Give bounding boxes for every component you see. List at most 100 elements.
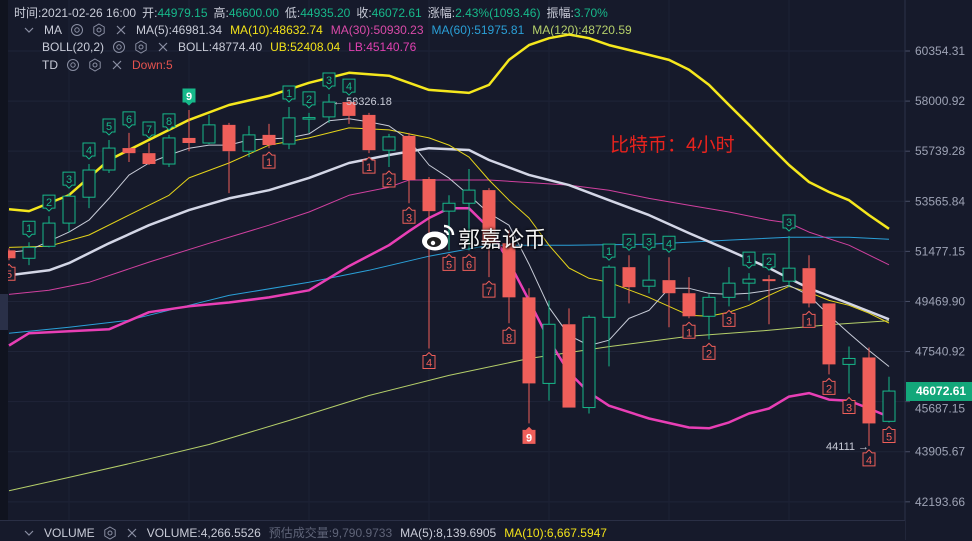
ma-value: MA(10):48632.74	[230, 23, 323, 37]
ma10-line	[8, 127, 890, 324]
td-count-marker	[642, 233, 656, 252]
candle-body-up	[842, 357, 856, 365]
candle-body-up	[742, 278, 756, 284]
current-price-badge: 46072.61	[906, 381, 972, 401]
candle-body-down	[422, 179, 436, 212]
low-annotation-arrow: →	[858, 441, 869, 453]
candle-body-down	[142, 153, 156, 165]
sidebar-expand-handle[interactable]	[0, 294, 8, 330]
candle-body-up	[22, 246, 36, 259]
settings-icon[interactable]	[134, 40, 148, 54]
candle-body-down	[622, 267, 636, 288]
y-tick-label: 60354.31	[915, 44, 965, 58]
low-label: 低:	[284, 6, 301, 20]
settings-icon[interactable]	[88, 58, 102, 72]
td-count-label: 3	[846, 402, 852, 414]
td-count-marker	[142, 121, 156, 139]
candle-body-up	[442, 202, 456, 212]
candle-body-up	[242, 134, 256, 152]
settings-icon[interactable]	[92, 23, 106, 37]
candle-body-down	[222, 124, 236, 152]
amplitude-label: 振幅:	[546, 6, 574, 20]
boll-name: BOLL(20,2)	[42, 40, 105, 54]
ma-value: MA(120):48720.59	[532, 23, 632, 37]
settings-icon[interactable]	[103, 525, 117, 540]
volume-ma5: MA(5):8,139.6905	[400, 525, 497, 540]
weibo-logo-icon	[422, 224, 455, 251]
change-value: 2.43%(1093.46)	[455, 5, 541, 20]
chevron-down-icon[interactable]	[22, 526, 36, 540]
close-icon[interactable]	[156, 40, 170, 54]
boll_lb-line	[8, 207, 890, 430]
candle-body-up	[582, 316, 596, 409]
td-count-label: 4	[866, 455, 872, 467]
td-count-marker	[342, 78, 356, 96]
candle-body-up	[602, 266, 616, 318]
td-count-marker	[382, 170, 396, 188]
candle-body-up	[282, 117, 296, 145]
close-icon[interactable]	[114, 23, 128, 37]
high-annotation-arrow: ←	[333, 96, 344, 108]
td-count-label: 3	[66, 174, 72, 186]
left-panel-edge	[0, 0, 8, 540]
boll-value: UB:52408.04	[270, 40, 341, 54]
td-count-label: 4	[426, 358, 432, 370]
visibility-eye-icon[interactable]	[112, 40, 126, 54]
td-count-label: 7	[146, 124, 152, 136]
td-count-marker	[422, 351, 436, 370]
open-label: 开:	[142, 6, 158, 20]
chevron-down-icon[interactable]	[22, 23, 36, 37]
low-annotation: 44111	[826, 441, 855, 453]
candle-body-up	[62, 195, 76, 224]
td-count-label: 6	[466, 259, 472, 271]
candle-body-down	[342, 102, 356, 116]
high-label: 高:	[213, 6, 229, 20]
candle-body-up	[882, 390, 896, 422]
td-count-label: 4	[666, 238, 672, 250]
visibility-eye-icon[interactable]	[70, 23, 84, 37]
candle-body-down	[562, 324, 576, 408]
candle-body-up	[322, 101, 336, 118]
time-value: 2021-02-26 16:00	[41, 5, 137, 20]
ma-value: MA(5):46981.34	[136, 23, 223, 37]
td-count-label: 5	[106, 121, 112, 133]
candle-body-down	[662, 280, 676, 294]
td-count-marker	[522, 426, 536, 444]
td-count-marker	[622, 233, 636, 252]
volume-value: VOLUME:4,266.5526	[146, 525, 261, 540]
candle-body-down	[502, 243, 516, 298]
td-count-marker	[462, 253, 476, 271]
ma-value: MA(30):50930.23	[330, 23, 424, 37]
td-count-label: 4	[346, 81, 352, 93]
ma-value: MA(60):51975.81	[431, 23, 525, 37]
candle-body-down	[522, 297, 536, 384]
td-count-label: 1	[746, 254, 752, 266]
visibility-eye-icon[interactable]	[66, 58, 80, 72]
y-tick-label: 47540.92	[915, 345, 965, 359]
td-count-marker	[662, 235, 676, 253]
td-count-label: 6	[126, 114, 132, 126]
y-tick-label: 53565.84	[915, 194, 965, 208]
td-count-label: 2	[306, 94, 312, 106]
ma120-line	[8, 320, 890, 492]
close-value: 46072.61	[371, 5, 422, 20]
candle-body-up	[42, 222, 56, 247]
td-count-label: 1	[606, 246, 612, 258]
close-icon[interactable]	[110, 58, 124, 72]
candle-body-up	[782, 267, 796, 282]
watermark: 郭嘉论币	[420, 222, 546, 254]
close-icon[interactable]	[125, 526, 139, 540]
candle-body-up	[702, 296, 716, 317]
y-tick-label: 58000.92	[915, 94, 965, 108]
td-count-marker	[822, 377, 836, 395]
td-count-marker	[482, 280, 496, 298]
td-count-marker	[762, 253, 776, 271]
td-count-marker	[182, 88, 196, 106]
td-count-marker	[82, 142, 96, 160]
td-count-marker	[22, 220, 36, 238]
td-count-label: 3	[786, 217, 792, 229]
td-count-marker	[322, 72, 336, 90]
ma-name: MA	[44, 23, 62, 37]
